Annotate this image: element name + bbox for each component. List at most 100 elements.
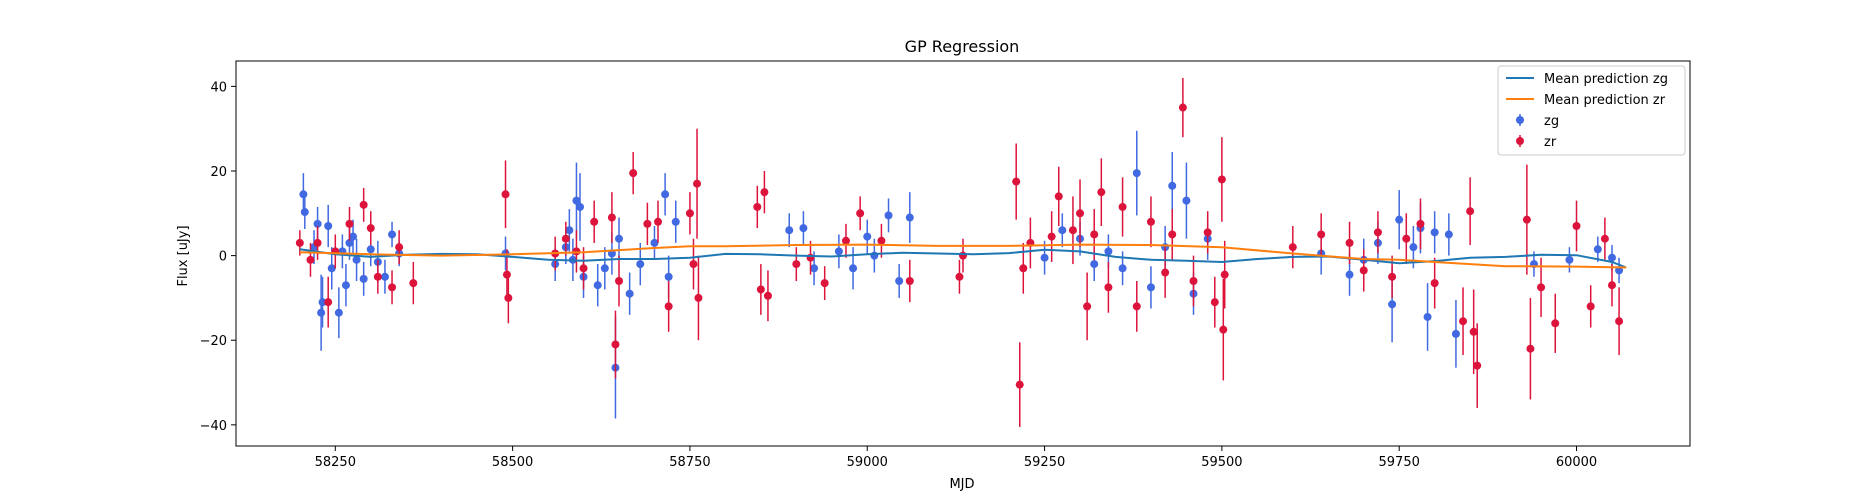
point-zr — [664, 302, 673, 311]
point-zr — [792, 260, 801, 269]
point-zg — [1040, 253, 1049, 262]
point-zr — [753, 202, 762, 211]
point-zr — [1288, 243, 1297, 252]
point-zr — [841, 236, 850, 245]
point-zg — [636, 260, 645, 269]
legend-box — [1497, 65, 1686, 156]
point-zg — [1430, 228, 1439, 237]
point-zg — [1607, 253, 1616, 262]
legend-label-zr-line: Mean prediction zr — [1544, 93, 1666, 108]
point-zg — [1168, 181, 1177, 190]
point-zg — [895, 277, 904, 285]
point-zg — [380, 272, 389, 281]
legend: Mean prediction zg Mean prediction zr zg… — [1497, 65, 1686, 156]
point-zr — [1097, 188, 1106, 197]
point-zg — [359, 274, 368, 283]
point-zg — [1395, 215, 1404, 224]
point-zr — [1572, 222, 1581, 230]
legend-swatch-zr-point — [1516, 137, 1524, 145]
point-zr — [1168, 230, 1177, 239]
point-zr — [1522, 215, 1531, 224]
point-zr — [366, 224, 375, 233]
point-zr — [1146, 217, 1155, 226]
y-tick-label: 40 — [210, 80, 227, 95]
point-zg — [300, 208, 309, 217]
point-zr — [373, 272, 382, 281]
point-zg — [884, 211, 893, 220]
plot-frame — [235, 60, 1691, 447]
point-zr — [1220, 270, 1229, 279]
point-zg — [349, 232, 358, 241]
point-zg — [650, 238, 659, 247]
point-zr — [689, 260, 698, 269]
point-zr — [820, 279, 829, 288]
x-tick-label: 58500 — [492, 455, 533, 470]
point-zg — [615, 234, 624, 243]
point-zr — [1047, 232, 1056, 241]
point-zr — [1076, 209, 1085, 218]
point-zr — [611, 340, 620, 349]
point-zg — [834, 247, 843, 256]
chart-title: GP Regression — [905, 37, 1020, 56]
point-zg — [1593, 245, 1602, 254]
point-zg — [863, 232, 872, 241]
point-zr — [1178, 103, 1187, 112]
point-zg — [905, 213, 914, 222]
legend-label-zg-line: Mean prediction zg — [1544, 72, 1668, 87]
point-zg — [327, 264, 336, 273]
point-zr — [409, 279, 418, 288]
point-zg — [1444, 230, 1453, 239]
point-zr — [1203, 228, 1212, 237]
point-zg — [1615, 266, 1624, 275]
point-zr — [1132, 302, 1141, 311]
point-zg — [593, 281, 602, 290]
point-zr — [1015, 380, 1024, 389]
x-tick-label: 59250 — [1024, 455, 1065, 470]
point-zr — [1607, 281, 1616, 290]
point-zr — [1054, 192, 1063, 201]
point-zg — [1146, 283, 1155, 292]
point-zr — [1217, 175, 1226, 184]
point-zr — [1118, 202, 1127, 211]
point-zg — [1118, 264, 1127, 273]
point-zr — [1537, 283, 1546, 292]
point-zg — [664, 272, 673, 281]
point-zr — [694, 293, 703, 302]
point-zr — [395, 243, 404, 252]
point-zr — [654, 217, 663, 226]
point-zr — [607, 213, 616, 222]
point-zg — [299, 190, 308, 199]
point-zg — [671, 217, 680, 226]
point-zr — [615, 277, 624, 285]
point-zr — [1161, 268, 1170, 277]
point-zr — [1359, 266, 1368, 275]
x-tick-label: 59750 — [1379, 455, 1420, 470]
point-zr — [359, 200, 368, 209]
x-tick-label: 59500 — [1201, 455, 1242, 470]
point-zg — [318, 298, 327, 307]
point-zr — [955, 272, 964, 281]
point-zr — [1600, 234, 1609, 243]
point-zr — [1615, 317, 1624, 326]
point-zr — [685, 209, 694, 218]
point-zr — [502, 270, 511, 279]
legend-label-zg: zg — [1544, 114, 1559, 129]
point-zr — [1459, 317, 1468, 326]
point-zr — [579, 264, 588, 273]
point-zg — [575, 202, 584, 211]
point-zg — [1388, 300, 1397, 309]
y-ticks: −40 −20 0 20 40 — [200, 80, 236, 434]
point-zr — [1416, 219, 1425, 228]
point-zg — [849, 264, 858, 273]
point-zr — [313, 238, 322, 247]
point-zg — [324, 222, 333, 230]
point-zr — [756, 285, 765, 294]
point-zg — [366, 245, 375, 254]
point-zg — [1409, 243, 1418, 252]
point-zr — [1068, 226, 1077, 235]
point-zr — [1345, 238, 1354, 247]
point-zr — [1373, 228, 1382, 237]
point-zg — [317, 308, 326, 317]
point-zr — [388, 283, 397, 292]
point-zr — [1012, 177, 1021, 186]
